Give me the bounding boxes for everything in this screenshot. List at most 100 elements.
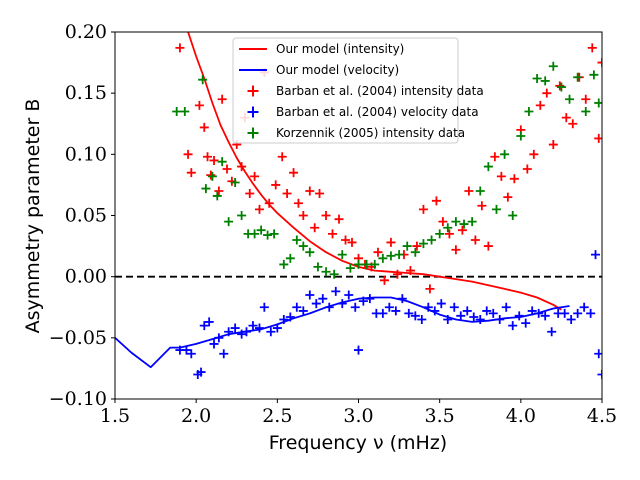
data-point-2 bbox=[334, 214, 344, 224]
data-point-3 bbox=[186, 349, 196, 359]
data-point-3 bbox=[337, 299, 347, 309]
data-point-3 bbox=[482, 306, 492, 316]
data-point-3 bbox=[209, 339, 219, 349]
data-point-4 bbox=[180, 107, 190, 117]
data-point-3 bbox=[456, 311, 466, 321]
y-tick-label: 0.00 bbox=[65, 266, 107, 288]
data-point-2 bbox=[555, 81, 565, 91]
data-point-2 bbox=[347, 237, 357, 247]
data-point-4 bbox=[435, 229, 445, 239]
data-point-2 bbox=[328, 229, 338, 239]
data-point-4 bbox=[467, 217, 477, 227]
data-point-3 bbox=[410, 311, 420, 321]
data-point-4 bbox=[237, 211, 247, 220]
data-point-2 bbox=[214, 186, 224, 196]
data-point-4 bbox=[589, 70, 599, 80]
data-point-2 bbox=[209, 155, 219, 165]
data-point-3 bbox=[298, 306, 308, 316]
data-point-4 bbox=[475, 186, 485, 196]
data-point-3 bbox=[248, 321, 258, 331]
data-point-3 bbox=[475, 314, 485, 324]
data-point-4 bbox=[256, 225, 266, 235]
legend-label: Barban et al. (2004) intensity data bbox=[276, 84, 484, 98]
data-point-3 bbox=[224, 327, 234, 337]
data-point-3 bbox=[204, 317, 214, 327]
data-point-2 bbox=[542, 88, 552, 98]
data-point-3 bbox=[285, 312, 295, 322]
data-point-3 bbox=[214, 333, 224, 343]
data-point-2 bbox=[222, 164, 232, 174]
data-point-2 bbox=[496, 171, 506, 181]
data-point-2 bbox=[237, 162, 247, 172]
data-point-4 bbox=[443, 223, 453, 233]
y-tick-label: −0.10 bbox=[49, 388, 107, 410]
data-point-3 bbox=[469, 312, 479, 322]
data-point-4 bbox=[345, 263, 355, 273]
data-point-2 bbox=[457, 225, 467, 235]
data-point-2 bbox=[477, 201, 487, 211]
data-point-2 bbox=[289, 168, 299, 178]
data-point-3 bbox=[350, 302, 360, 312]
data-point-2 bbox=[587, 43, 597, 53]
data-point-3 bbox=[495, 314, 505, 324]
legend: Our model (intensity) Our model (velocit… bbox=[232, 37, 484, 144]
data-point-3 bbox=[527, 306, 537, 316]
data-point-4 bbox=[354, 259, 363, 269]
data-point-4 bbox=[263, 230, 273, 240]
data-point-2 bbox=[293, 198, 303, 208]
x-tick-label: 4.0 bbox=[506, 405, 536, 427]
data-point-4 bbox=[508, 211, 518, 220]
legend-plus-red-icon bbox=[247, 85, 259, 97]
legend-entry-barban-velocity: Barban et al. (2004) velocity data bbox=[247, 105, 479, 119]
data-point-3 bbox=[279, 314, 289, 324]
legend-label: Our model (intensity) bbox=[276, 42, 404, 56]
data-point-2 bbox=[464, 186, 474, 196]
data-point-4 bbox=[337, 250, 347, 260]
data-point-4 bbox=[524, 107, 534, 117]
data-point-4 bbox=[540, 76, 550, 86]
data-point-2 bbox=[217, 94, 227, 104]
data-point-2 bbox=[451, 245, 461, 255]
data-point-4 bbox=[285, 253, 295, 263]
y-tick-label: 0.10 bbox=[65, 143, 107, 165]
data-point-2 bbox=[321, 211, 331, 220]
data-point-2 bbox=[341, 235, 351, 245]
data-point-2 bbox=[175, 43, 185, 53]
data-point-4 bbox=[565, 94, 575, 104]
data-point-2 bbox=[305, 186, 315, 196]
plot-area: 1.5 2.0 2.5 3.0 3.5 4.0 4.5 −0.10 −0.05 0.00 0.05 0… bbox=[49, 21, 617, 427]
data-point-2 bbox=[568, 119, 578, 129]
data-point-2 bbox=[548, 140, 558, 150]
data-point-3 bbox=[292, 302, 302, 312]
legend-plus-blue-icon bbox=[247, 106, 259, 118]
data-point-3 bbox=[199, 321, 209, 331]
data-point-3 bbox=[430, 306, 440, 316]
data-point-4 bbox=[491, 204, 501, 214]
data-point-2 bbox=[392, 269, 402, 279]
data-point-2 bbox=[483, 241, 493, 251]
data-point-2 bbox=[183, 149, 193, 159]
x-tick-label: 1.5 bbox=[100, 405, 130, 427]
data-point-3 bbox=[254, 323, 264, 333]
data-point-2 bbox=[277, 152, 287, 162]
data-point-3 bbox=[534, 308, 544, 318]
data-point-3 bbox=[501, 302, 511, 312]
data-point-2 bbox=[254, 204, 264, 214]
data-point-2 bbox=[264, 198, 274, 208]
data-point-3 bbox=[397, 294, 407, 304]
data-point-2 bbox=[194, 100, 204, 110]
data-point-4 bbox=[217, 157, 227, 167]
data-point-3 bbox=[586, 308, 596, 318]
data-point-2 bbox=[597, 58, 602, 68]
data-point-3 bbox=[237, 329, 247, 339]
data-point-2 bbox=[425, 284, 435, 294]
legend-entry-model-velocity: Our model (velocity) bbox=[239, 63, 399, 77]
y-tick-label: 0.05 bbox=[65, 205, 107, 227]
data-point-2 bbox=[373, 247, 383, 257]
data-point-2 bbox=[470, 235, 480, 245]
data-point-3 bbox=[462, 306, 472, 316]
legend-entry-korzennik: Korzennik (2005) intensity data bbox=[247, 126, 465, 140]
data-point-2 bbox=[431, 196, 441, 206]
legend-label: Our model (velocity) bbox=[276, 63, 399, 77]
data-point-2 bbox=[203, 152, 213, 162]
